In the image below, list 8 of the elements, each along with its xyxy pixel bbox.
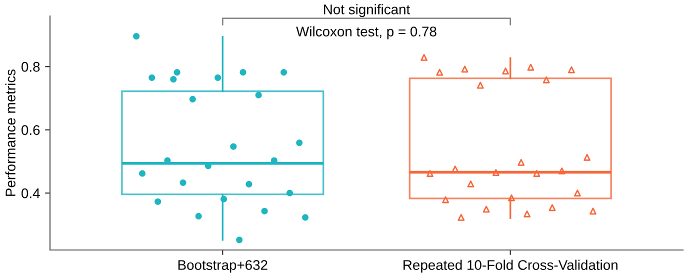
y-axis-title: Performance metrics [5,69,16,196]
y-tick-label: 0.4 [22,188,40,198]
annotation: Wilcoxon test, p = 0.78 [296,26,436,40]
annotation: Not significant [324,4,410,18]
y-tick-label: 0.6 [22,125,40,136]
x-tick-label: Repeated 10-Fold Cross-Validation [404,260,618,273]
x-tick-label: Bootstrap+632 [178,260,268,273]
y-tick-label: 0.8 [22,62,40,72]
